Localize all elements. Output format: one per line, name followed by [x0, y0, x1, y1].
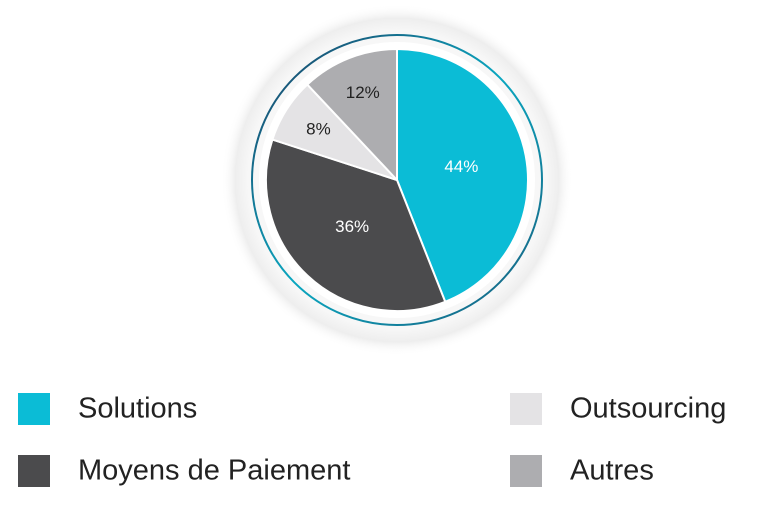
legend-swatch [510, 393, 542, 425]
legend-swatch [18, 393, 50, 425]
slice-label: 44% [444, 157, 478, 176]
legend-swatch [510, 455, 542, 487]
slice-label: 36% [335, 217, 369, 236]
pie-slice [305, 47, 398, 183]
slice-label: 8% [306, 120, 331, 139]
pie-slice [396, 47, 529, 304]
ring [251, 34, 543, 326]
legend-label: Solutions [78, 393, 197, 425]
legend-swatch [18, 455, 50, 487]
legend: Solutions Moyens de Paiement Outsourcing Au… [18, 393, 726, 487]
legend-label: Moyens de Paiement [78, 455, 350, 487]
pie: 44% 36% 8% 12% [265, 47, 529, 312]
legend-label: Outsourcing [570, 393, 726, 425]
pie-slice [265, 138, 447, 312]
slice-label: 12% [346, 83, 380, 102]
legend-label: Autres [570, 455, 654, 487]
